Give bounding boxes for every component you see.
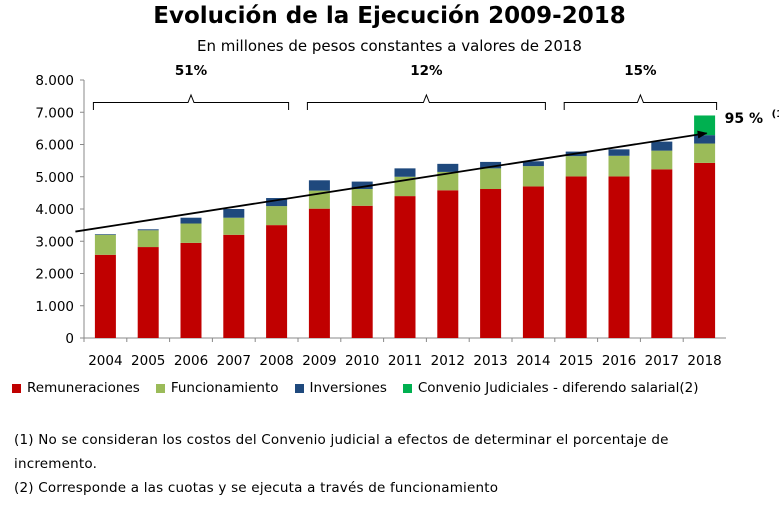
bar-funcionamiento-2016	[608, 155, 630, 177]
bar-inversiones-2004	[94, 234, 116, 235]
x-tick-label: 2005	[131, 353, 165, 369]
y-tick-label: 5.000	[35, 170, 74, 186]
x-tick-label: 2015	[559, 353, 593, 369]
x-tick-label: 2018	[687, 353, 721, 369]
bracket-2009-2014	[306, 93, 546, 110]
bar-inversiones-2005	[137, 229, 159, 231]
stacked-bar-chart: 0 1.000 2.000 3.000 4.000 5.000 6.000 7.000 8.00…	[35, 63, 779, 369]
x-tick-label: 2017	[645, 353, 679, 369]
x-tick-label: 2007	[217, 353, 251, 369]
bar-inversiones-2018	[694, 135, 716, 144]
chart-subtitle: En millones de pesos constantes a valore…	[197, 37, 582, 55]
bar-remuneraciones-2016	[608, 176, 630, 338]
bar-funcionamiento-2017	[651, 150, 673, 170]
bar-inversiones-2007	[223, 209, 245, 218]
bar-remuneraciones-2010	[351, 205, 373, 338]
bar-remuneraciones-2006	[180, 242, 202, 338]
bar-funcionamiento-2018	[694, 143, 716, 163]
y-tick-label: 1.000	[35, 299, 74, 315]
bar-funcionamiento-2012	[437, 171, 459, 191]
bar-inversiones-2010	[351, 181, 373, 190]
bar-inversiones-2013	[480, 161, 502, 169]
legend-label: Convenio Judiciales - diferendo salarial…	[417, 380, 699, 396]
legend-swatch	[155, 383, 165, 393]
bar-remuneraciones-2012	[437, 190, 459, 338]
bar-funcionamiento-2007	[223, 217, 245, 235]
bar-remuneraciones-2015	[565, 176, 587, 338]
bar-remuneraciones-2005	[137, 247, 159, 338]
bar-inversiones-2011	[394, 168, 416, 177]
bar-remuneraciones-2007	[223, 234, 245, 338]
bar-funcionamiento-2013	[480, 168, 502, 190]
y-tick-label: 4.000	[35, 202, 74, 218]
legend-label: Remuneraciones	[27, 380, 140, 396]
bracket-label: 15%	[624, 63, 657, 79]
legend-item: Funcionamiento	[155, 380, 279, 396]
trend-arrow	[75, 130, 708, 233]
bar-convenio-2018	[694, 115, 716, 136]
x-tick-label: 2009	[302, 353, 336, 369]
bar-funcionamiento-2006	[180, 223, 202, 243]
labels-group: 0 1.000 2.000 3.000 4.000 5.000 6.000 7.000 8.00…	[35, 63, 779, 369]
y-tick-label: 7.000	[35, 105, 74, 121]
x-tick-label: 2014	[516, 353, 550, 369]
x-tick-label: 2010	[345, 353, 379, 369]
x-tick-label: 2011	[388, 353, 422, 369]
legend-label: Inversiones	[309, 380, 387, 396]
x-tick-label: 2016	[602, 353, 636, 369]
x-tick-label: 2006	[174, 353, 208, 369]
annotations-group	[75, 93, 718, 233]
legend-item: Remuneraciones	[12, 380, 140, 396]
x-tick-label: 2013	[473, 353, 507, 369]
bracket-label: 51%	[175, 63, 208, 79]
bar-inversiones-2016	[608, 149, 630, 156]
y-tick-label: 8.000	[35, 73, 74, 89]
bar-inversiones-2006	[180, 217, 202, 224]
bar-remuneraciones-2018	[694, 162, 716, 338]
x-tick-label: 2008	[259, 353, 293, 369]
legend-swatch	[402, 383, 412, 393]
bar-inversiones-2012	[437, 163, 459, 172]
bar-remuneraciones-2014	[522, 186, 544, 338]
x-tick-label: 2004	[88, 353, 122, 369]
x-tick-label: 2012	[431, 353, 465, 369]
legend-swatch	[12, 383, 21, 393]
bar-funcionamiento-2005	[137, 230, 159, 248]
bar-funcionamiento-2004	[94, 234, 116, 255]
y-tick-label: 6.000	[35, 138, 74, 154]
footnote-1: (1) No se consideran los costos del Conv…	[14, 432, 669, 472]
legend-item: Convenio Judiciales - diferendo salarial…	[402, 380, 699, 396]
legend: Remuneraciones Funcionamiento Inversiones C…	[12, 380, 715, 396]
bracket-2015-2018	[563, 93, 718, 110]
trend-label: 95 %	[725, 111, 763, 127]
bar-remuneraciones-2009	[308, 208, 330, 338]
bar-remuneraciones-2008	[266, 225, 288, 338]
footnote-2: (2) Corresponde a las cuotas y se ejecut…	[14, 480, 499, 496]
bar-inversiones-2014	[522, 161, 544, 167]
bar-funcionamiento-2015	[565, 156, 587, 177]
trend-label-superscript: (1)	[772, 109, 779, 120]
legend-item: Inversiones	[294, 380, 387, 396]
bars-group	[94, 115, 716, 338]
y-tick-label: 3.000	[35, 234, 74, 250]
bar-remuneraciones-2004	[94, 254, 116, 338]
bracket-2004-2008	[92, 93, 290, 110]
chart-title: Evolución de la Ejecución 2009-2018	[153, 3, 626, 29]
y-tick-label: 2.000	[35, 267, 74, 283]
bar-inversiones-2009	[308, 180, 330, 191]
bar-remuneraciones-2017	[651, 169, 673, 338]
bar-funcionamiento-2014	[522, 166, 544, 187]
bar-remuneraciones-2011	[394, 196, 416, 338]
legend-label: Funcionamiento	[170, 380, 279, 396]
bar-remuneraciones-2013	[480, 189, 502, 338]
bar-funcionamiento-2008	[266, 206, 288, 226]
bar-inversiones-2017	[651, 141, 673, 151]
y-tick-label: 0	[65, 331, 74, 347]
legend-swatch	[294, 383, 304, 393]
bar-funcionamiento-2010	[351, 189, 373, 206]
footnotes: (1) No se consideran los costos del Conv…	[14, 428, 754, 500]
bracket-label: 12%	[410, 63, 443, 79]
bar-inversiones-2008	[266, 198, 288, 207]
